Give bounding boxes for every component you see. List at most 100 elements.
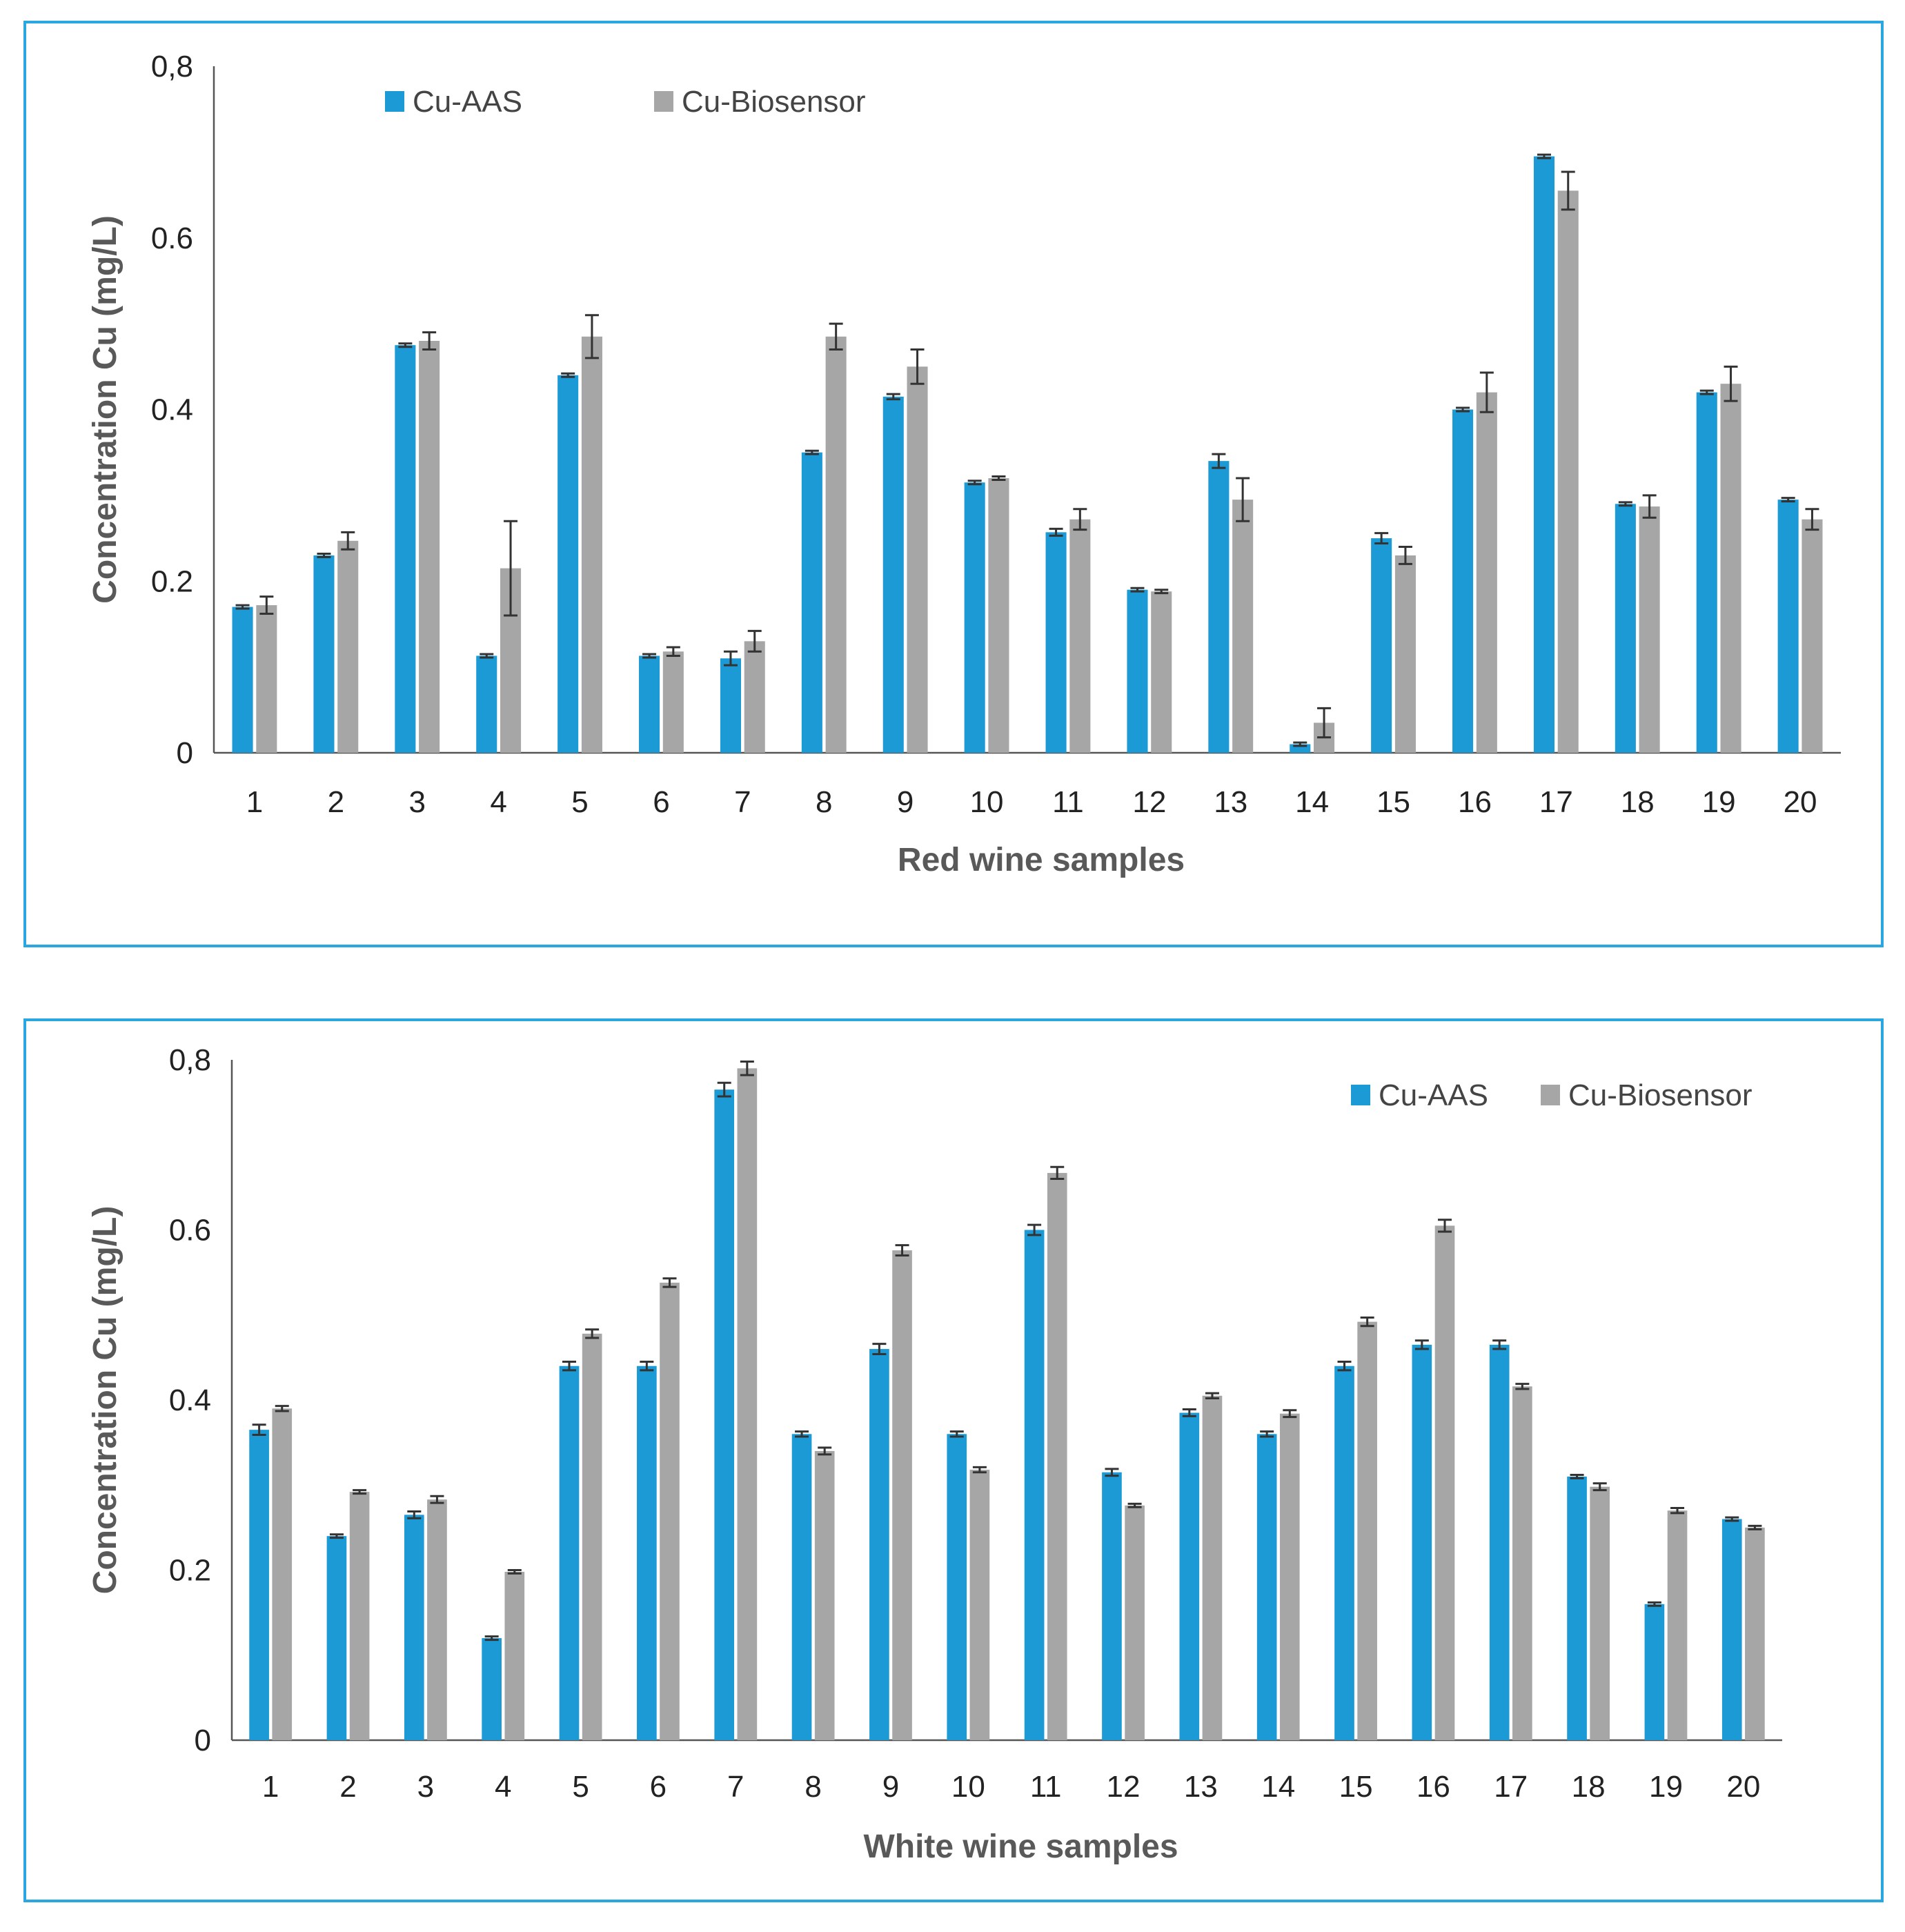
red-error-bar [422,331,437,351]
white-error-bar [1182,1408,1196,1417]
white-error-bar [329,1533,344,1539]
white-legend-swatch-aas [1351,1085,1370,1105]
white-bar-aas [1567,1476,1587,1740]
red-bar-biosensor [1802,519,1823,753]
red-error-bar [1293,741,1307,747]
red-bar-biosensor [1476,392,1497,753]
white-error-bar [1647,1601,1661,1607]
white-bar-biosensor [1357,1321,1377,1740]
white-bar-biosensor [1512,1386,1532,1740]
white-error-bar [1492,1339,1507,1350]
red-x-tick-label: 15 [1376,785,1410,819]
white-legend-label-aas: Cu-AAS [1379,1078,1488,1112]
red-bar-aas [476,656,497,753]
white-error-bar [484,1635,499,1642]
white-error-bar [1127,1502,1142,1508]
red-x-tick-label: 6 [653,785,669,819]
red-bar-aas [1208,461,1230,753]
white-error-bar [1437,1219,1452,1233]
white-bar-aas [1024,1230,1045,1740]
red-bar-biosensor [1720,384,1741,753]
white-bar-biosensor [582,1333,602,1740]
red-error-bar [1479,371,1494,413]
white-bar-biosensor [814,1450,835,1740]
white-bar-aas [249,1430,269,1740]
red-error-bar [341,531,355,551]
white-bar-biosensor [349,1492,370,1740]
white-error-bar [252,1423,266,1437]
red-bar-aas [1533,156,1554,753]
white-bar-aas [869,1349,889,1740]
white-bar-biosensor [1047,1172,1067,1740]
white-x-tick-label: 15 [1339,1770,1373,1804]
red-bar-biosensor [988,478,1009,753]
red-bar-biosensor [1232,500,1254,753]
red-error-bar [1456,406,1470,413]
red-bar-biosensor [1069,519,1091,753]
white-error-bar [430,1495,444,1504]
white-bar-biosensor [427,1499,447,1740]
red-error-bar [1805,508,1819,531]
red-bar-aas [1371,538,1392,753]
white-wine-chart: 00.20.40.60,81 2 3 4 5 6 7 8 9 10 11 12 13 14 15 16 17 18… [87,1043,1782,1865]
white-error-bar [818,1446,832,1456]
white-error-bar [353,1489,367,1495]
white-x-tick-label: 1 [262,1770,279,1804]
white-legend-label-biosensor: Cu-Biosensor [1568,1078,1753,1112]
white-x-tick-label: 17 [1494,1770,1528,1804]
white-error-bar [740,1060,754,1076]
white-bar-aas [559,1366,580,1740]
red-x-tick-label: 5 [571,785,588,819]
white-error-bar [1725,1516,1739,1522]
white-error-bar [872,1343,887,1355]
red-bar-aas [232,607,253,753]
red-error-bar [480,653,494,659]
red-x-axis-title: Red wine samples [898,842,1185,878]
white-y-tick-label: 0.2 [169,1554,211,1588]
white-bar-aas [482,1638,502,1740]
red-error-bar [1317,707,1332,739]
white-bar-biosensor [1125,1505,1145,1740]
white-bar-biosensor [1202,1395,1223,1740]
red-legend-swatch-biosensor [654,91,673,112]
red-bar-aas [313,555,335,753]
red-error-bar [1374,532,1389,545]
red-x-tick-label: 17 [1539,785,1573,819]
white-bar-aas [947,1434,967,1740]
red-error-bar [235,604,250,610]
white-error-bar [1360,1316,1374,1328]
white-error-bar [562,1361,577,1372]
white-x-tick-label: 2 [339,1770,356,1804]
red-x-tick-label: 1 [246,785,263,819]
red-error-bar [1618,501,1632,507]
red-bar-aas [720,658,741,753]
white-x-tick-label: 6 [650,1770,667,1804]
white-x-tick-label: 11 [1030,1770,1062,1804]
red-wine-chart-panel: 0 0.2 0.4 0.6 0,8 1 2 3 4 5 6 7 8 9 10 11 12 13 14 15 16 17 18… [23,21,1884,947]
white-bar-biosensor [272,1408,293,1740]
red-x-tick-label: 20 [1784,785,1817,819]
red-x-tick-label: 18 [1621,785,1655,819]
white-bar-aas [1721,1519,1742,1740]
red-error-bar [1073,508,1087,531]
red-bar-aas [557,375,579,753]
red-error-bar [1781,497,1795,503]
white-error-bar [972,1466,987,1474]
red-x-tick-label: 11 [1052,785,1084,819]
red-bar-biosensor [1639,506,1660,753]
white-error-bar [407,1510,422,1519]
red-bar-aas [801,452,822,753]
red-bar-aas [1777,500,1799,753]
white-bar-aas [1256,1434,1277,1740]
red-error-bar [584,314,599,359]
white-error-bar [1027,1223,1042,1236]
white-wine-chart-panel: 0 0.2 0.4 0.6 0,8 1 2 3 4 5 6 7 8 9 10 11 12 13 14 15 16 17 18… [23,1018,1884,1902]
white-error-bar [1592,1482,1607,1492]
red-x-tick-label: 14 [1295,785,1329,819]
red-x-tick-label: 19 [1702,785,1736,819]
red-error-bar [317,552,331,558]
red-bar-aas [882,396,904,753]
white-bar-aas [1334,1366,1354,1740]
white-bar-biosensor [892,1250,912,1740]
white-x-tick-label: 9 [882,1770,899,1804]
